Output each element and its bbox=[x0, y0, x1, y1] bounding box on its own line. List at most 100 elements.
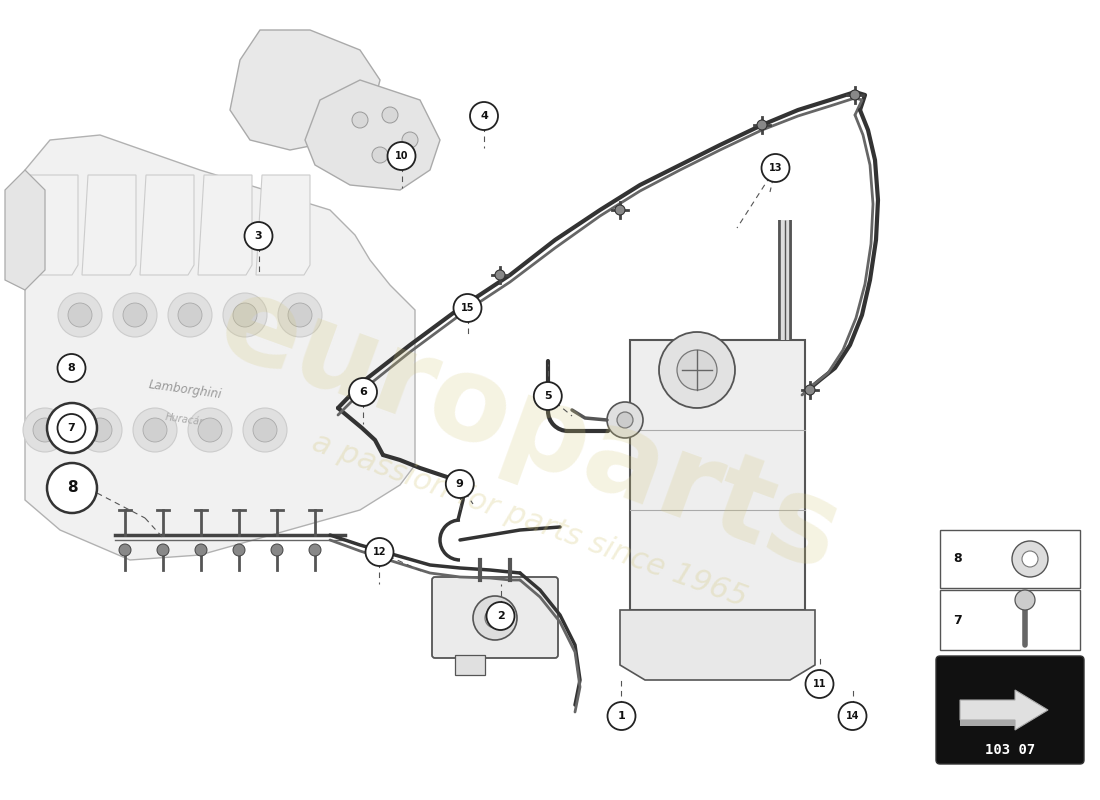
Circle shape bbox=[402, 132, 418, 148]
Polygon shape bbox=[198, 175, 252, 275]
Text: 1: 1 bbox=[617, 711, 626, 721]
Circle shape bbox=[157, 544, 169, 556]
Circle shape bbox=[178, 303, 202, 327]
Circle shape bbox=[223, 293, 267, 337]
Text: 7: 7 bbox=[954, 614, 962, 626]
Circle shape bbox=[233, 544, 245, 556]
Circle shape bbox=[349, 378, 377, 406]
Text: Lamborghini: Lamborghini bbox=[147, 378, 222, 402]
Polygon shape bbox=[620, 610, 815, 680]
Circle shape bbox=[119, 544, 131, 556]
Circle shape bbox=[88, 418, 112, 442]
Circle shape bbox=[278, 293, 322, 337]
Text: 9: 9 bbox=[455, 479, 464, 489]
Circle shape bbox=[195, 544, 207, 556]
Circle shape bbox=[253, 418, 277, 442]
Circle shape bbox=[495, 270, 505, 280]
Circle shape bbox=[57, 354, 86, 382]
Circle shape bbox=[288, 303, 312, 327]
Polygon shape bbox=[305, 80, 440, 190]
Polygon shape bbox=[256, 175, 310, 275]
Polygon shape bbox=[230, 30, 380, 150]
Text: 14: 14 bbox=[846, 711, 859, 721]
Text: a passion for parts since 1965: a passion for parts since 1965 bbox=[308, 427, 751, 613]
Text: europarts: europarts bbox=[204, 265, 856, 595]
Text: 11: 11 bbox=[813, 679, 826, 689]
Circle shape bbox=[485, 608, 505, 628]
Text: 12: 12 bbox=[373, 547, 386, 557]
Circle shape bbox=[352, 112, 368, 128]
Circle shape bbox=[446, 470, 474, 498]
Circle shape bbox=[850, 90, 860, 100]
Circle shape bbox=[757, 120, 767, 130]
Circle shape bbox=[534, 382, 562, 410]
Circle shape bbox=[47, 463, 97, 513]
Polygon shape bbox=[82, 175, 136, 275]
Text: 6: 6 bbox=[359, 387, 367, 397]
Circle shape bbox=[244, 222, 273, 250]
Text: 4: 4 bbox=[480, 111, 488, 121]
Circle shape bbox=[58, 293, 102, 337]
FancyBboxPatch shape bbox=[630, 340, 805, 610]
Circle shape bbox=[47, 403, 97, 453]
Text: 15: 15 bbox=[461, 303, 474, 313]
Polygon shape bbox=[6, 170, 45, 290]
Text: 10: 10 bbox=[395, 151, 408, 161]
Text: 7: 7 bbox=[67, 423, 76, 433]
FancyBboxPatch shape bbox=[940, 530, 1080, 588]
Circle shape bbox=[243, 408, 287, 452]
Circle shape bbox=[761, 154, 790, 182]
Circle shape bbox=[615, 205, 625, 215]
Circle shape bbox=[123, 303, 147, 327]
Polygon shape bbox=[960, 690, 1048, 730]
Circle shape bbox=[617, 412, 632, 428]
Circle shape bbox=[607, 402, 644, 438]
Circle shape bbox=[309, 544, 321, 556]
Text: 8: 8 bbox=[67, 481, 77, 495]
Circle shape bbox=[23, 408, 67, 452]
Circle shape bbox=[1012, 541, 1048, 577]
Circle shape bbox=[133, 408, 177, 452]
Polygon shape bbox=[25, 135, 415, 560]
Circle shape bbox=[387, 142, 416, 170]
Circle shape bbox=[372, 147, 388, 163]
Circle shape bbox=[676, 350, 717, 390]
Text: 103 07: 103 07 bbox=[984, 743, 1035, 757]
Circle shape bbox=[78, 408, 122, 452]
Circle shape bbox=[473, 596, 517, 640]
Circle shape bbox=[805, 670, 834, 698]
FancyBboxPatch shape bbox=[940, 590, 1080, 650]
Circle shape bbox=[470, 102, 498, 130]
FancyBboxPatch shape bbox=[432, 577, 558, 658]
Circle shape bbox=[271, 544, 283, 556]
Circle shape bbox=[233, 303, 257, 327]
Circle shape bbox=[805, 385, 815, 395]
FancyBboxPatch shape bbox=[936, 656, 1084, 764]
Text: 13: 13 bbox=[769, 163, 782, 173]
Polygon shape bbox=[140, 175, 194, 275]
Text: 3: 3 bbox=[255, 231, 262, 241]
Circle shape bbox=[68, 303, 92, 327]
Circle shape bbox=[143, 418, 167, 442]
Circle shape bbox=[382, 107, 398, 123]
Polygon shape bbox=[455, 655, 485, 675]
Circle shape bbox=[486, 602, 515, 630]
Polygon shape bbox=[960, 720, 1015, 726]
Circle shape bbox=[607, 702, 636, 730]
Circle shape bbox=[188, 408, 232, 452]
Text: 5: 5 bbox=[544, 391, 551, 401]
Circle shape bbox=[838, 702, 867, 730]
Circle shape bbox=[57, 414, 86, 442]
Circle shape bbox=[113, 293, 157, 337]
Text: 2: 2 bbox=[496, 611, 505, 621]
Circle shape bbox=[33, 418, 57, 442]
Text: 8: 8 bbox=[67, 363, 76, 373]
Circle shape bbox=[1022, 551, 1038, 567]
Circle shape bbox=[198, 418, 222, 442]
Circle shape bbox=[1015, 590, 1035, 610]
Circle shape bbox=[168, 293, 212, 337]
Text: Huracán: Huracán bbox=[164, 412, 206, 428]
Polygon shape bbox=[24, 175, 78, 275]
Text: 7: 7 bbox=[67, 421, 77, 435]
Text: 8: 8 bbox=[954, 553, 962, 566]
